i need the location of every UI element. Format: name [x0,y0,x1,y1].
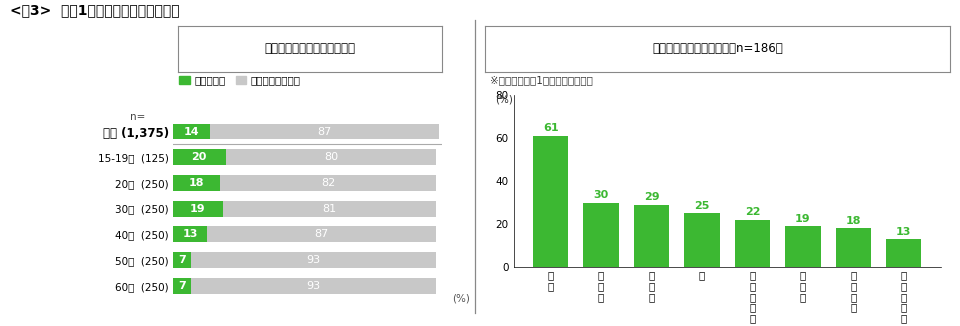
Text: 19: 19 [190,204,205,214]
Bar [223,201,437,216]
Text: 87: 87 [317,126,331,137]
Bar [173,252,191,268]
Text: 7: 7 [179,255,186,265]
Bar [533,136,568,267]
Bar [207,226,437,242]
Bar [209,124,439,140]
Bar [584,202,619,267]
Text: <嘰3>  直近1年間での脱毛の実施状況: <嘰3> 直近1年間での脱毛の実施状況 [10,3,180,17]
Text: 93: 93 [307,255,321,265]
Bar [684,213,720,267]
Text: 29: 29 [644,192,660,202]
Legend: 脱毛をした, 脱毛をしていない: 脱毛をした, 脱毛をしていない [176,71,304,90]
Bar [226,149,437,165]
Bar [173,175,220,191]
Text: 14: 14 [183,126,199,137]
Text: 20: 20 [191,152,206,162]
Text: 18: 18 [189,178,204,188]
Bar [634,205,669,267]
Bar [835,229,871,267]
Text: 30: 30 [593,190,609,200]
Text: 13: 13 [896,227,911,237]
Bar [191,252,437,268]
Bar [173,149,226,165]
Text: 22: 22 [745,207,760,217]
Bar [173,124,209,140]
Bar [886,239,922,267]
Text: 80: 80 [324,152,338,162]
Bar [173,226,207,242]
Text: 脱毛した部位（複数回答：n=186）: 脱毛した部位（複数回答：n=186） [652,42,783,55]
Bar [173,278,191,294]
Text: 81: 81 [323,204,337,214]
Bar [734,220,770,267]
Bar [191,278,437,294]
Text: 61: 61 [542,123,559,133]
Text: 19: 19 [795,214,810,224]
Text: 13: 13 [182,230,198,239]
Text: ※ベース：直近1年間で脱毛した人: ※ベース：直近1年間で脱毛した人 [490,75,592,85]
Text: 18: 18 [846,216,861,226]
Bar [785,226,821,267]
Text: 25: 25 [694,201,709,211]
Text: (%): (%) [495,95,513,105]
Bar [220,175,437,191]
Text: n=: n= [130,112,145,123]
Text: (%): (%) [452,293,470,304]
Text: 82: 82 [322,178,335,188]
Text: 7: 7 [179,281,186,291]
Bar [173,201,223,216]
Text: 87: 87 [315,230,329,239]
Text: 93: 93 [307,281,321,291]
Text: 脱毛経験の有無（単一回答）: 脱毛経験の有無（単一回答） [264,42,355,55]
